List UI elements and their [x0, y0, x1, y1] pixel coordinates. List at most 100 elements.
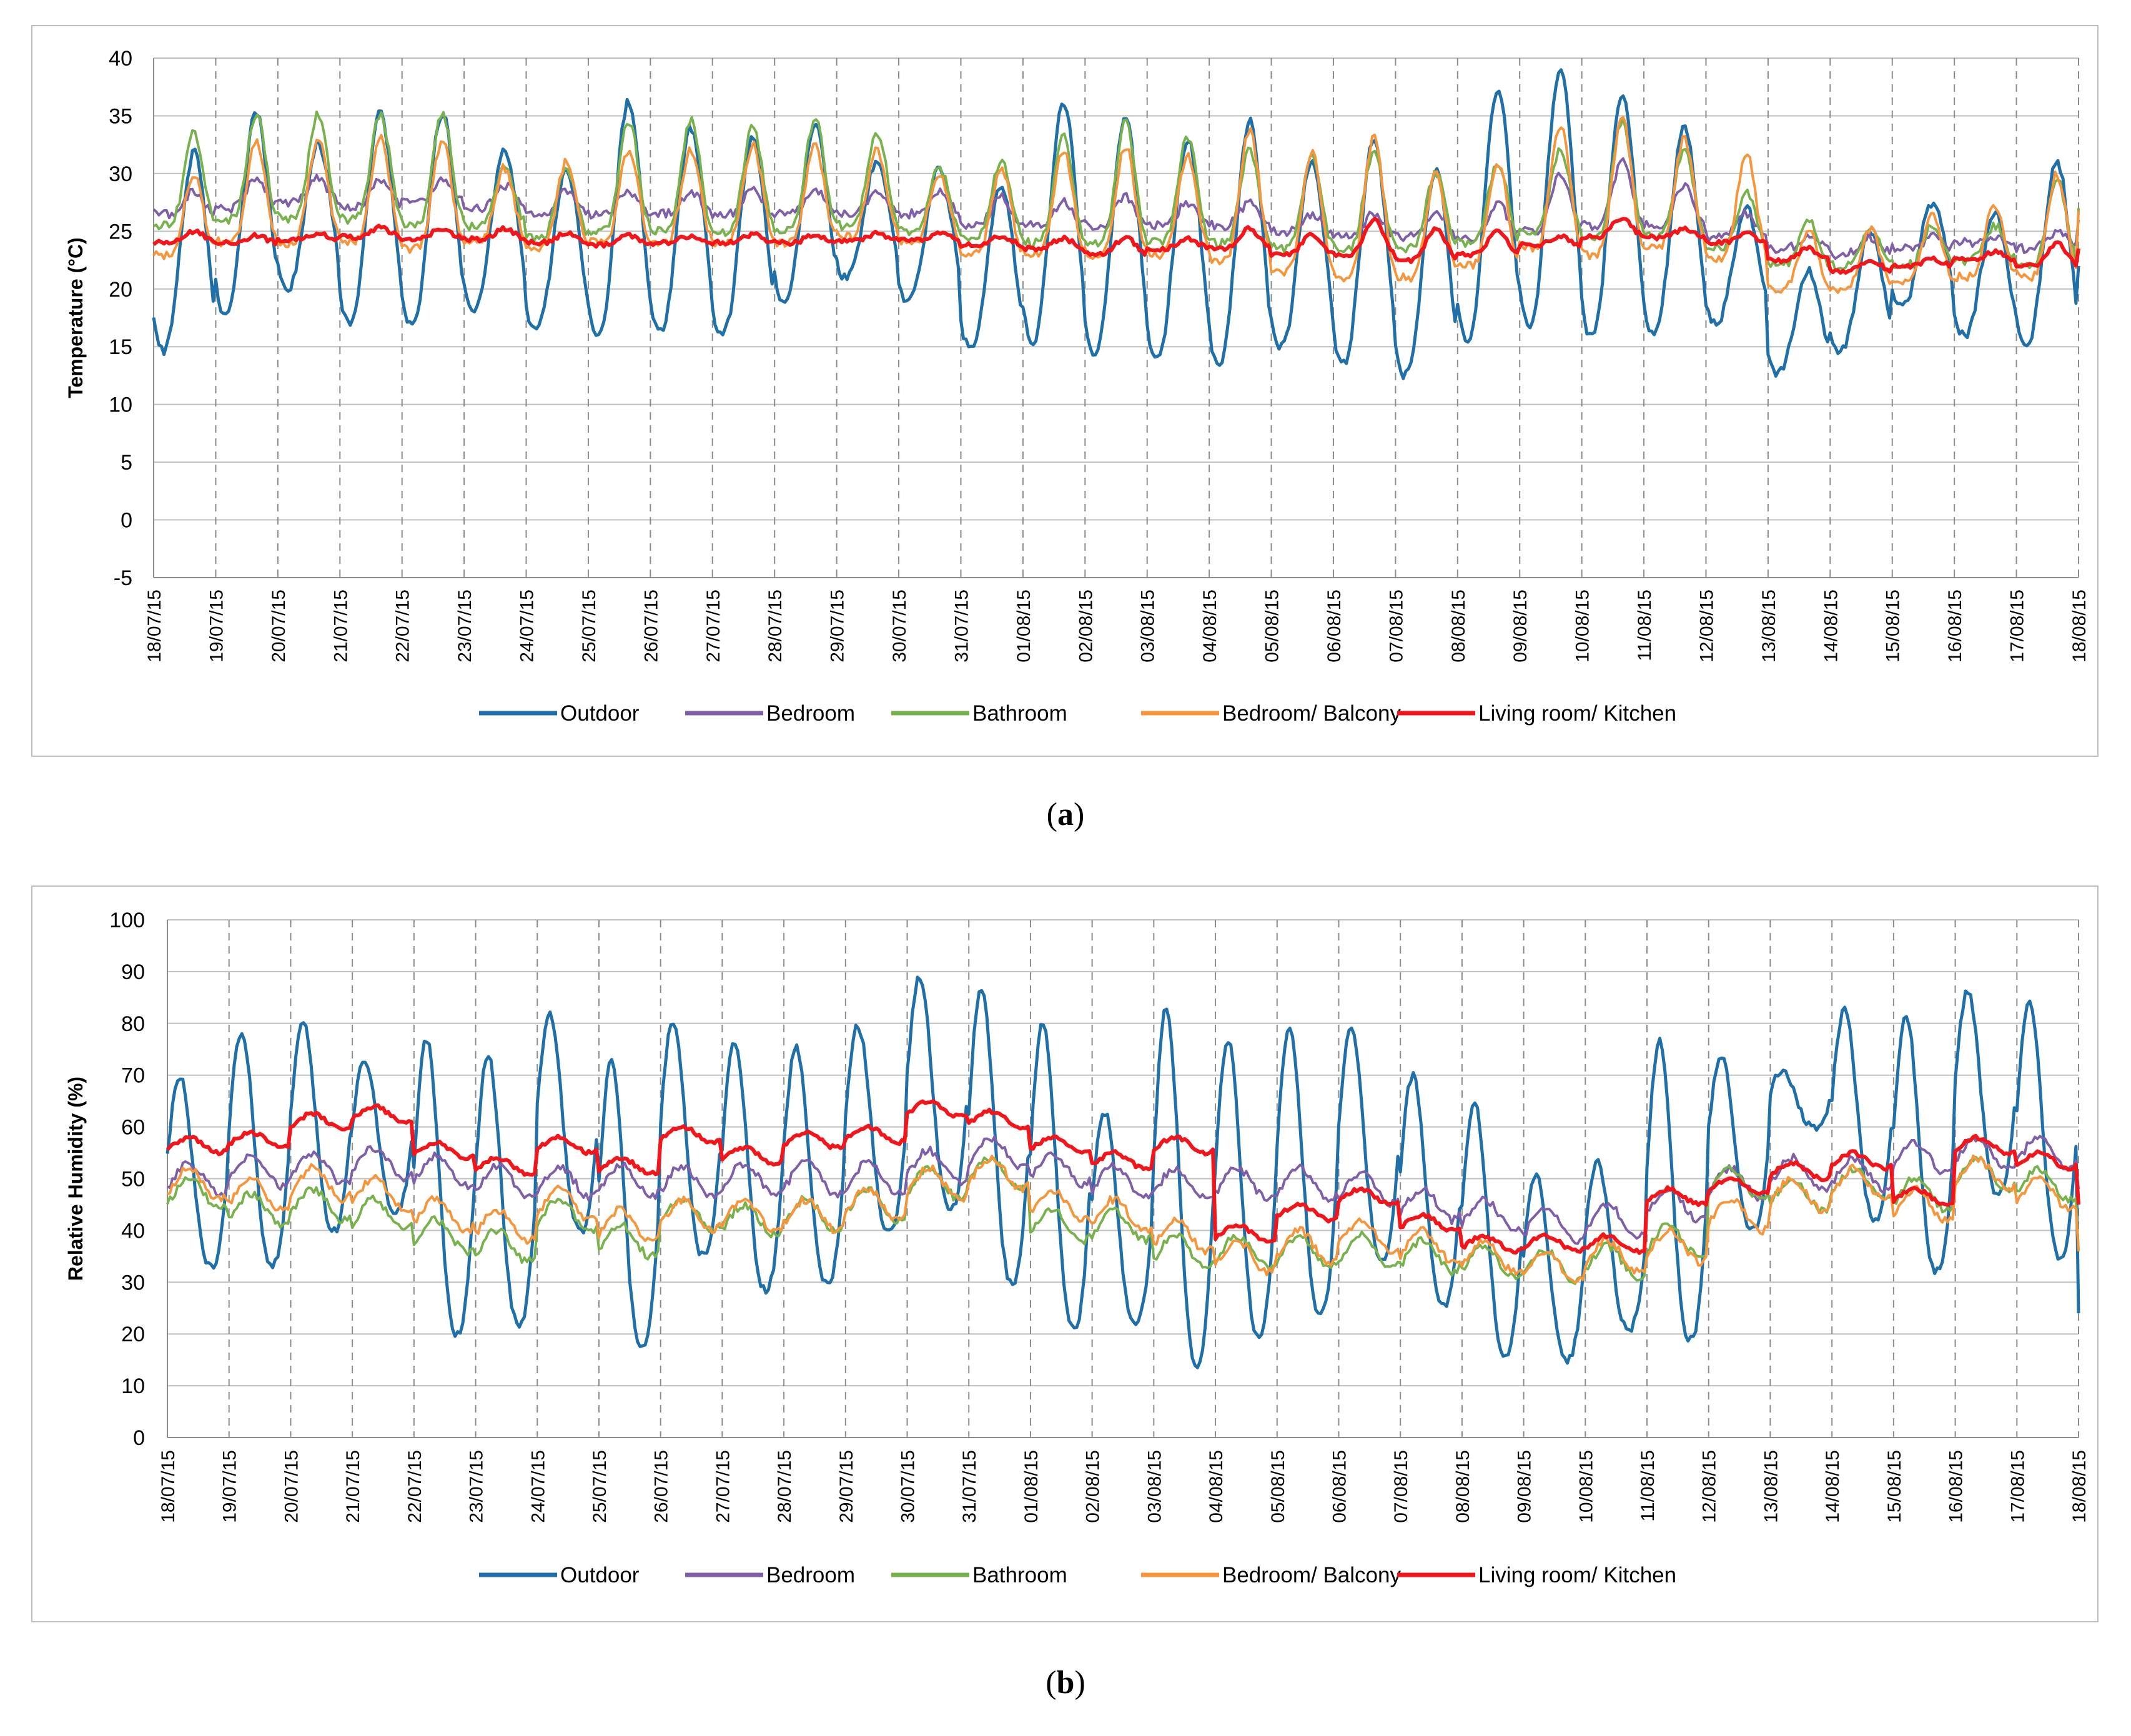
legend-label: Bedroom/ Balcony [1222, 701, 1401, 726]
series-line-living-room-kitchen [152, 217, 2080, 275]
legend-label: Living room/ Kitchen [1478, 701, 1676, 726]
x-tick-label: 07/08/15 [1386, 589, 1407, 663]
y-tick-label: 70 [121, 1064, 145, 1088]
series-line-bathroom [153, 111, 2080, 272]
y-tick-label: 30 [109, 162, 132, 186]
x-tick-label: 30/07/15 [898, 1450, 919, 1523]
x-tick-label: 01/08/15 [1014, 589, 1034, 663]
y-tick-label: 20 [121, 1323, 145, 1346]
x-tick-label: 16/08/15 [1946, 1450, 1967, 1523]
x-tick-label: 11/08/15 [1634, 589, 1655, 661]
x-tick-label: 04/08/15 [1200, 589, 1220, 663]
x-tick-label: 28/07/15 [765, 589, 786, 663]
y-tick-label: 30 [121, 1271, 145, 1295]
x-tick-label: 12/08/15 [1696, 589, 1717, 663]
x-tick-label: 24/07/15 [528, 1450, 548, 1523]
y-tick-label: 20 [109, 278, 132, 302]
y-tick-label: 10 [121, 1374, 145, 1398]
x-tick-label: 11/08/15 [1638, 1450, 1658, 1522]
x-tick-label: 08/08/15 [1448, 589, 1469, 663]
x-tick-label: 23/07/15 [455, 589, 475, 663]
series-line-living-room-kitchen [166, 1099, 2080, 1255]
x-tick-label: 08/08/15 [1453, 1450, 1473, 1523]
x-tick-label: 26/07/15 [641, 589, 661, 663]
x-tick-label: 18/07/15 [144, 589, 165, 663]
y-tick-label: 10 [109, 393, 132, 417]
x-tick-label: 02/08/15 [1075, 589, 1096, 663]
y-tick-label: 15 [109, 335, 132, 359]
legend-label: Living room/ Kitchen [1478, 1563, 1676, 1587]
legend-label: Bedroom [766, 1563, 855, 1587]
x-tick-label: 09/08/15 [1510, 589, 1531, 663]
x-tick-label: 26/07/15 [651, 1450, 672, 1523]
y-tick-label: 60 [121, 1116, 145, 1140]
x-tick-label: 18/08/15 [2069, 589, 2090, 663]
x-tick-label: 03/08/15 [1144, 1450, 1165, 1523]
y-tick-label: 0 [133, 1426, 145, 1450]
legend-label: Outdoor [560, 1563, 640, 1587]
x-tick-label: 03/08/15 [1138, 589, 1159, 663]
x-tick-label: 19/07/15 [206, 589, 227, 663]
x-tick-label: 22/07/15 [393, 589, 413, 663]
x-tick-label: 17/08/15 [2007, 1450, 2028, 1523]
y-axis-title: Temperature (°C) [64, 237, 87, 398]
x-tick-label: 21/07/15 [343, 1450, 363, 1523]
y-axis-title: Relative Humidity (%) [64, 1077, 87, 1281]
legend-label: Bathroom [972, 1563, 1067, 1587]
x-tick-label: 27/07/15 [713, 1450, 733, 1523]
x-tick-label: 24/07/15 [517, 589, 538, 663]
x-tick-label: 29/07/15 [836, 1450, 857, 1523]
x-tick-label: 02/08/15 [1083, 1450, 1104, 1523]
x-tick-label: 10/08/15 [1576, 1450, 1596, 1523]
y-tick-label: 35 [109, 104, 132, 128]
y-tick-label: 40 [121, 1219, 145, 1243]
x-tick-label: 23/07/15 [467, 1450, 487, 1523]
caption-a: (a) [1046, 797, 1085, 832]
x-tick-label: 31/07/15 [951, 589, 972, 663]
x-tick-label: 14/08/15 [1821, 589, 1841, 663]
x-tick-label: 15/08/15 [1883, 589, 1904, 663]
y-tick-label: 0 [121, 509, 132, 533]
x-tick-label: 27/07/15 [703, 589, 724, 663]
y-tick-label: 40 [109, 47, 132, 71]
y-tick-label: -5 [114, 566, 132, 590]
y-tick-label: 25 [109, 220, 132, 244]
x-tick-label: 25/07/15 [590, 1450, 610, 1523]
temperature-chart-panel: 40 35 30 25 20 15 10 5 0 -5 18/07/15 19/07/15 20/07/… [31, 25, 2099, 757]
x-tick-label: 20/07/15 [269, 589, 289, 663]
series-line-bedroom-balcony [167, 1154, 2080, 1284]
x-tick-label: 12/08/15 [1699, 1450, 1720, 1523]
legend-label: Bathroom [972, 701, 1067, 726]
x-tick-label: 01/08/15 [1021, 1450, 1042, 1523]
x-tick-label: 15/08/15 [1884, 1450, 1905, 1523]
series-line-outdoor [166, 975, 2080, 1369]
y-tick-label: 50 [121, 1168, 145, 1191]
x-tick-label: 20/07/15 [281, 1450, 302, 1523]
x-tick-label: 30/07/15 [889, 589, 910, 663]
x-tick-label: 13/08/15 [1761, 1450, 1781, 1523]
y-tick-label: 100 [109, 909, 145, 932]
x-tick-label: 06/08/15 [1329, 1450, 1350, 1523]
y-tick-label: 90 [121, 960, 145, 984]
x-tick-label: 10/08/15 [1573, 589, 1593, 663]
x-tick-label: 06/08/15 [1324, 589, 1345, 663]
humidity-chart-panel: 100 90 80 70 60 50 40 30 20 10 0 18/07/15 19/07/15 20… [31, 885, 2099, 1622]
x-tick-label: 28/07/15 [774, 1450, 795, 1523]
x-tick-label: 19/07/15 [220, 1450, 240, 1523]
x-tick-label: 31/07/15 [959, 1450, 980, 1523]
x-tick-label: 25/07/15 [579, 589, 600, 663]
x-tick-label: 04/08/15 [1206, 1450, 1227, 1523]
x-tick-label: 13/08/15 [1759, 589, 1779, 663]
x-tick-label: 18/07/15 [158, 1450, 179, 1523]
temperature-chart: 40 35 30 25 20 15 10 5 0 -5 18/07/15 19/07/15 20/07/… [64, 47, 2090, 726]
x-tick-label: 09/08/15 [1515, 1450, 1535, 1523]
x-tick-label: 21/07/15 [330, 589, 351, 663]
legend-label: Outdoor [560, 701, 640, 726]
x-tick-label: 18/08/15 [2069, 1450, 2090, 1523]
x-tick-label: 16/08/15 [1945, 589, 1965, 663]
x-tick-label: 14/08/15 [1822, 1450, 1843, 1523]
legend-label: Bedroom [766, 701, 855, 726]
x-tick-label: 22/07/15 [405, 1450, 425, 1523]
x-tick-label: 07/08/15 [1391, 1450, 1412, 1523]
